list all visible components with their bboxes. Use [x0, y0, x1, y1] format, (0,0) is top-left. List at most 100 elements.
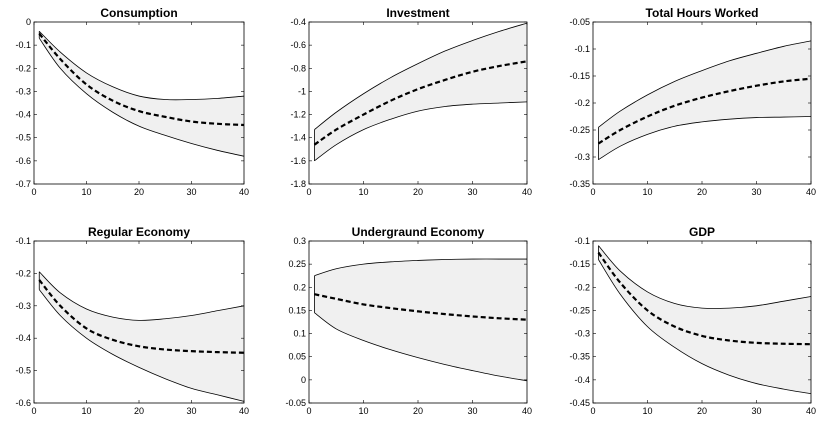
x-tick-label: 10: [358, 406, 368, 416]
y-tick-label: -0.6: [15, 156, 31, 166]
y-tick-label: -0.2: [574, 282, 590, 292]
x-tick-label: 10: [81, 406, 91, 416]
y-tick-label: 0.15: [288, 305, 306, 315]
y-tick-label: -1.6: [290, 156, 306, 166]
y-tick-label: -0.25: [569, 305, 590, 315]
y-tick-label: -0.2: [15, 63, 31, 73]
panel-3: 0 10 20 30 40 -0.35 -0.3 -0.25 -0.2 -0.15 -0.1 -0.0…: [569, 6, 816, 197]
y-tick-label: -0.3: [574, 152, 590, 162]
x-tick-label: 30: [751, 406, 761, 416]
upper-bound-line: [598, 245, 812, 309]
y-tick-label: -0.4: [290, 17, 306, 27]
lower-bound-line: [38, 289, 245, 402]
median-response-line: [597, 251, 812, 346]
y-tick-label: -0.3: [15, 301, 31, 311]
x-tick-label: 20: [134, 406, 144, 416]
y-tick-label: -0.6: [15, 398, 31, 408]
x-tick-label: 30: [186, 187, 196, 197]
panel-2: 0 10 20 30 40 -1.8 -1.6 -1.4 -1.2 -1 -0.8 -0.6 -0.4 I…: [290, 6, 532, 197]
lower-bound-line: [598, 259, 812, 395]
y-tick-label: -1.8: [290, 179, 306, 189]
y-tick-label: -0.35: [569, 179, 590, 189]
y-tick-label: -0.3: [15, 86, 31, 96]
y-tick-label: -0.1: [574, 236, 590, 246]
panel-1: 0 10 20 30 40 -0.7 -0.6 -0.5 -0.4 -0.3 -0.2 -0.1 0 Co…: [15, 6, 249, 197]
upper-bound-line: [314, 258, 527, 277]
y-tick-label: -0.3: [574, 329, 590, 339]
x-tick-label: 40: [522, 187, 532, 197]
x-tick-label: 30: [751, 187, 761, 197]
y-tick-label: -0.2: [574, 98, 590, 108]
x-tick-label: 20: [134, 187, 144, 197]
x-tick-label: 40: [239, 406, 249, 416]
panel-title: GDP: [689, 225, 715, 239]
x-tick-label: 30: [186, 406, 196, 416]
y-tick-label: -1: [298, 86, 306, 96]
lower-bound-line: [314, 312, 528, 382]
x-tick-label: 0: [31, 187, 36, 197]
x-tick-label: 40: [806, 406, 816, 416]
lower-bound-line: [598, 116, 812, 161]
y-tick-label: 0.2: [293, 282, 306, 292]
upper-bound-line: [38, 271, 245, 321]
y-tick-label: 0.3: [293, 236, 306, 246]
median-response-line: [313, 60, 528, 146]
upper-bound-line: [38, 30, 245, 101]
x-tick-label: 30: [467, 406, 477, 416]
y-tick-label: 0.25: [288, 259, 306, 269]
x-tick-label: 10: [81, 187, 91, 197]
y-tick-label: -0.15: [569, 71, 590, 81]
y-tick-label: -0.1: [15, 40, 31, 50]
y-tick-label: 0.05: [288, 352, 306, 362]
y-tick-label: -0.1: [574, 44, 590, 54]
y-tick-label: 0: [26, 17, 31, 27]
panel-title: Undergraund Economy: [352, 225, 485, 239]
y-tick-label: -0.5: [15, 133, 31, 143]
y-tick-label: -0.1: [15, 236, 31, 246]
panel-title: Investment: [386, 6, 449, 20]
y-tick-label: -0.4: [574, 375, 590, 385]
y-tick-label: -0.6: [290, 40, 306, 50]
x-tick-label: 30: [467, 187, 477, 197]
y-tick-label: -0.15: [569, 259, 590, 269]
confidence-band: [598, 40, 811, 160]
y-tick-label: -0.7: [15, 179, 31, 189]
x-tick-label: 40: [522, 406, 532, 416]
panel-title: Consumption: [100, 6, 177, 20]
panel-6: 0 10 20 30 40 -0.45 -0.4 -0.35 -0.3 -0.25 -0.2 -0.1…: [569, 225, 816, 416]
panel-title: Regular Economy: [88, 225, 190, 239]
lower-bound-line: [314, 101, 528, 162]
median-response-line: [38, 32, 245, 127]
confidence-band: [314, 23, 527, 161]
y-tick-label: 0: [301, 375, 306, 385]
y-tick-label: -0.35: [569, 352, 590, 362]
confidence-band: [39, 31, 244, 157]
x-tick-label: 20: [697, 406, 707, 416]
y-tick-label: -1.2: [290, 110, 306, 120]
y-tick-label: -0.2: [15, 268, 31, 278]
x-tick-label: 10: [642, 406, 652, 416]
y-tick-label: -0.5: [15, 366, 31, 376]
median-response-line: [314, 293, 528, 321]
x-tick-label: 10: [642, 187, 652, 197]
y-tick-label: -0.4: [15, 110, 31, 120]
y-tick-label: -0.45: [569, 398, 590, 408]
x-tick-label: 20: [413, 406, 423, 416]
x-tick-label: 0: [31, 406, 36, 416]
panel-5: 0 10 20 30 40-0.0500.050.10.150.20.250.3Unde…: [285, 225, 532, 416]
confidence-band: [314, 259, 527, 381]
panel-4: 0 10 20 30 40 -0.6 -0.5 -0.4 -0.3 -0.2 -0.1 Regular…: [15, 225, 249, 416]
y-tick-label: -0.25: [569, 125, 590, 135]
panel-title: Total Hours Worked: [646, 6, 759, 20]
lower-bound-line: [38, 37, 245, 157]
x-tick-label: 0: [590, 187, 595, 197]
x-tick-label: 0: [306, 406, 311, 416]
x-tick-label: 20: [697, 187, 707, 197]
upper-bound-line: [314, 22, 528, 130]
confidence-band: [598, 245, 811, 394]
x-tick-label: 20: [413, 187, 423, 197]
x-tick-label: 0: [590, 406, 595, 416]
y-tick-label: -1.4: [290, 133, 306, 143]
confidence-band: [39, 271, 244, 402]
